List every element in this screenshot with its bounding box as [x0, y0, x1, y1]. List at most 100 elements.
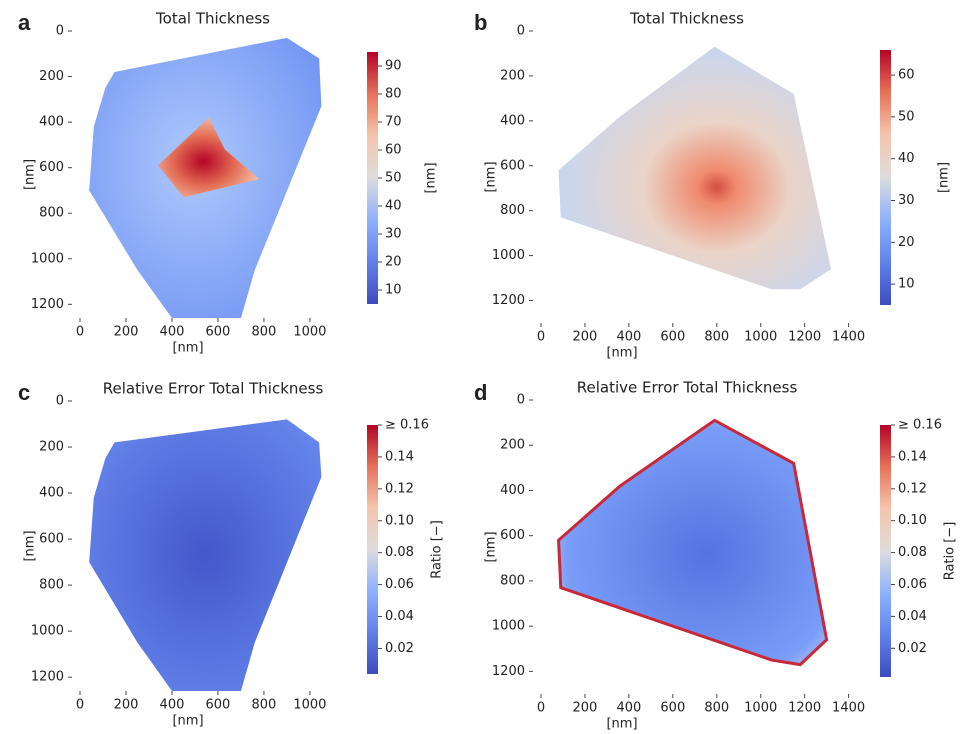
- x-tick-label: 800: [704, 330, 729, 345]
- colorbar-tick-label: 50: [898, 109, 915, 124]
- x-axis-label: [nm]: [606, 346, 637, 361]
- colorbar-tick-label: 0.06: [385, 577, 414, 592]
- y-axis-label: [nm]: [484, 531, 499, 562]
- colorbar-tick-label: 60: [385, 143, 402, 158]
- x-tick-label: 800: [704, 701, 729, 716]
- y-tick-label: 400: [39, 486, 64, 501]
- heatmap-region: [558, 46, 832, 290]
- y-tick-label: 400: [500, 113, 525, 128]
- colorbar: [367, 52, 378, 304]
- y-tick-label: 200: [39, 440, 64, 455]
- colorbar-tick-label: 0.04: [898, 609, 927, 624]
- y-tick-label: 1200: [492, 293, 525, 308]
- y-tick-label: 1200: [31, 297, 64, 312]
- x-tick-label: 1000: [293, 698, 326, 713]
- colorbar-tick-label: 10: [898, 277, 915, 292]
- y-tick-label: 1000: [31, 251, 64, 266]
- y-tick-label: 1200: [492, 664, 525, 679]
- x-tick-label: 0: [537, 330, 545, 345]
- colorbar-tick-label: 0.10: [385, 513, 414, 528]
- x-tick-label: 1400: [832, 701, 865, 716]
- colorbar-tick-label: 40: [385, 199, 402, 214]
- y-tick-label: 200: [39, 69, 64, 84]
- colorbar-tick-label: 20: [898, 235, 915, 250]
- y-tick-label: 800: [39, 578, 64, 593]
- colorbar-label: [nm]: [937, 162, 952, 193]
- x-tick-label: 1200: [788, 330, 821, 345]
- x-tick-label: 800: [252, 698, 277, 713]
- y-tick-label: 600: [500, 528, 525, 543]
- chart-title: Relative Error Total Thickness: [577, 379, 798, 397]
- x-tick-label: 600: [660, 330, 685, 345]
- x-tick-label: 1400: [832, 330, 865, 345]
- colorbar-tick-label: 60: [898, 68, 915, 83]
- x-tick-label: 0: [76, 698, 84, 713]
- x-tick-label: 600: [206, 325, 231, 340]
- colorbar-tick-label: 20: [385, 255, 402, 270]
- colorbar-tick-label: 0.12: [898, 481, 927, 496]
- chart-title: Total Thickness: [629, 10, 744, 28]
- heatmap-region: [89, 419, 322, 691]
- colorbar-tick-label: 0.06: [898, 577, 927, 592]
- colorbar-tick-label: 0.12: [385, 481, 414, 496]
- heatmap-region: [158, 117, 260, 198]
- colorbar-tick-label: 30: [898, 193, 915, 208]
- colorbar-label: [nm]: [424, 162, 439, 193]
- chart-title: Relative Error Total Thickness: [103, 380, 324, 398]
- colorbar: [367, 425, 378, 674]
- colorbar-tick-label: 30: [385, 227, 402, 242]
- colorbar-tick-label: 0.04: [385, 609, 414, 624]
- colorbar-label: Ratio [−]: [943, 522, 958, 581]
- colorbar-tick-label: 80: [385, 87, 402, 102]
- colorbar-tick-label: ≥ 0.16: [898, 418, 942, 433]
- y-tick-label: 1000: [492, 619, 525, 634]
- y-tick-label: 0: [56, 24, 64, 39]
- y-tick-label: 200: [500, 438, 525, 453]
- panel-label: b: [474, 10, 487, 35]
- x-tick-label: 600: [206, 698, 231, 713]
- y-tick-label: 800: [500, 203, 525, 218]
- colorbar-tick-label: 0.08: [898, 545, 927, 560]
- y-tick-label: 0: [56, 394, 64, 409]
- colorbar-tick-label: 50: [385, 171, 402, 186]
- x-tick-label: 1000: [744, 330, 777, 345]
- x-tick-label: 200: [114, 698, 139, 713]
- y-axis-label: [nm]: [23, 530, 38, 561]
- colorbar: [880, 50, 891, 305]
- x-tick-label: 400: [160, 325, 185, 340]
- x-axis-label: [nm]: [172, 714, 203, 729]
- colorbar-label: Ratio [−]: [430, 520, 445, 579]
- y-tick-label: 200: [500, 68, 525, 83]
- y-tick-label: 1000: [492, 248, 525, 263]
- y-tick-label: 600: [39, 532, 64, 547]
- colorbar-tick-label: 0.14: [385, 449, 414, 464]
- x-tick-label: 1000: [744, 701, 777, 716]
- panel-label: c: [18, 380, 30, 405]
- x-tick-label: 1200: [788, 701, 821, 716]
- x-tick-label: 600: [660, 701, 685, 716]
- x-tick-label: 0: [537, 701, 545, 716]
- colorbar-tick-label: 0.10: [898, 513, 927, 528]
- y-tick-label: 400: [500, 483, 525, 498]
- colorbar-tick-label: 0.02: [898, 641, 927, 656]
- y-axis-label: [nm]: [23, 159, 38, 190]
- x-tick-label: 800: [252, 325, 277, 340]
- x-tick-label: 400: [616, 701, 641, 716]
- x-tick-label: 200: [573, 330, 598, 345]
- y-tick-label: 0: [517, 393, 525, 408]
- x-axis-label: [nm]: [172, 341, 203, 356]
- x-tick-label: 1000: [293, 325, 326, 340]
- colorbar-tick-label: 10: [385, 283, 402, 298]
- y-tick-label: 800: [500, 573, 525, 588]
- x-tick-label: 200: [573, 701, 598, 716]
- colorbar: [880, 425, 891, 677]
- x-tick-label: 400: [616, 330, 641, 345]
- x-tick-label: 200: [114, 325, 139, 340]
- panel-label: d: [474, 380, 487, 405]
- y-tick-label: 0: [517, 24, 525, 39]
- y-tick-label: 800: [39, 206, 64, 221]
- y-tick-label: 400: [39, 115, 64, 130]
- panel-label: a: [18, 10, 31, 35]
- y-tick-label: 1200: [31, 670, 64, 685]
